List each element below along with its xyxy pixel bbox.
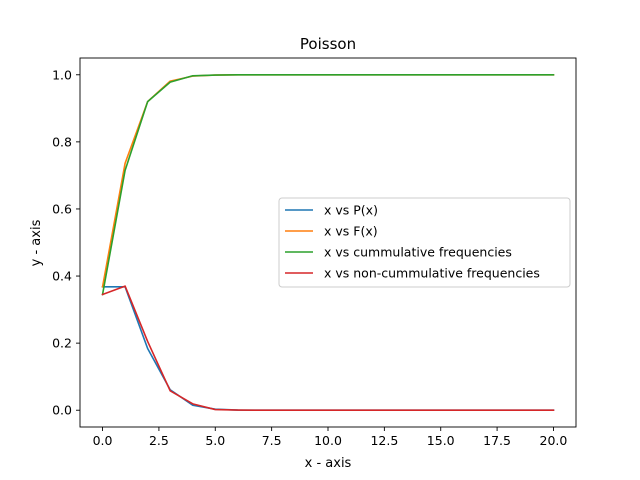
y-tick-label: 0.6 [52, 201, 72, 216]
legend-entry-label: x vs F(x) [324, 224, 378, 239]
series-line-4 [101, 285, 555, 412]
series-line-3 [101, 73, 555, 296]
legend-box [278, 197, 571, 288]
y-tick-label: 0.4 [52, 269, 72, 284]
y-axis-ticks: 0.0 0.2 0.4 0.6 0.8 1.0 [52, 67, 80, 418]
x-tick-label: 10.0 [314, 433, 342, 448]
legend: x vs P(x) x vs F(x) x vs cummulative frequ… [278, 197, 571, 288]
y-tick-label: 0.0 [52, 403, 72, 418]
chart-title: Poisson [300, 35, 356, 53]
y-tick-label: 1.0 [52, 67, 72, 82]
x-tick-label: 15.0 [427, 433, 455, 448]
x-tick-label: 0.0 [93, 433, 113, 448]
x-axis-ticks: 0.0 2.5 5.0 7.5 10.0 12.5 15.0 17.5 20.0 [93, 427, 568, 448]
legend-entry-label: x vs non-cummulative frequencies [324, 266, 540, 281]
x-tick-label: 5.0 [205, 433, 225, 448]
legend-entry-label: x vs cummulative frequencies [324, 245, 512, 260]
y-axis-label: y - axis [29, 219, 44, 266]
x-tick-label: 7.5 [262, 433, 282, 448]
plot-area [79, 57, 577, 428]
x-tick-label: 2.5 [149, 433, 169, 448]
legend-entry-label: x vs P(x) [324, 203, 378, 218]
y-tick-label: 0.8 [52, 134, 72, 149]
x-tick-label: 20.0 [540, 433, 568, 448]
x-tick-label: 17.5 [483, 433, 511, 448]
y-tick-label: 0.2 [52, 336, 72, 351]
x-axis-label: x - axis [305, 456, 352, 471]
x-tick-label: 12.5 [370, 433, 398, 448]
